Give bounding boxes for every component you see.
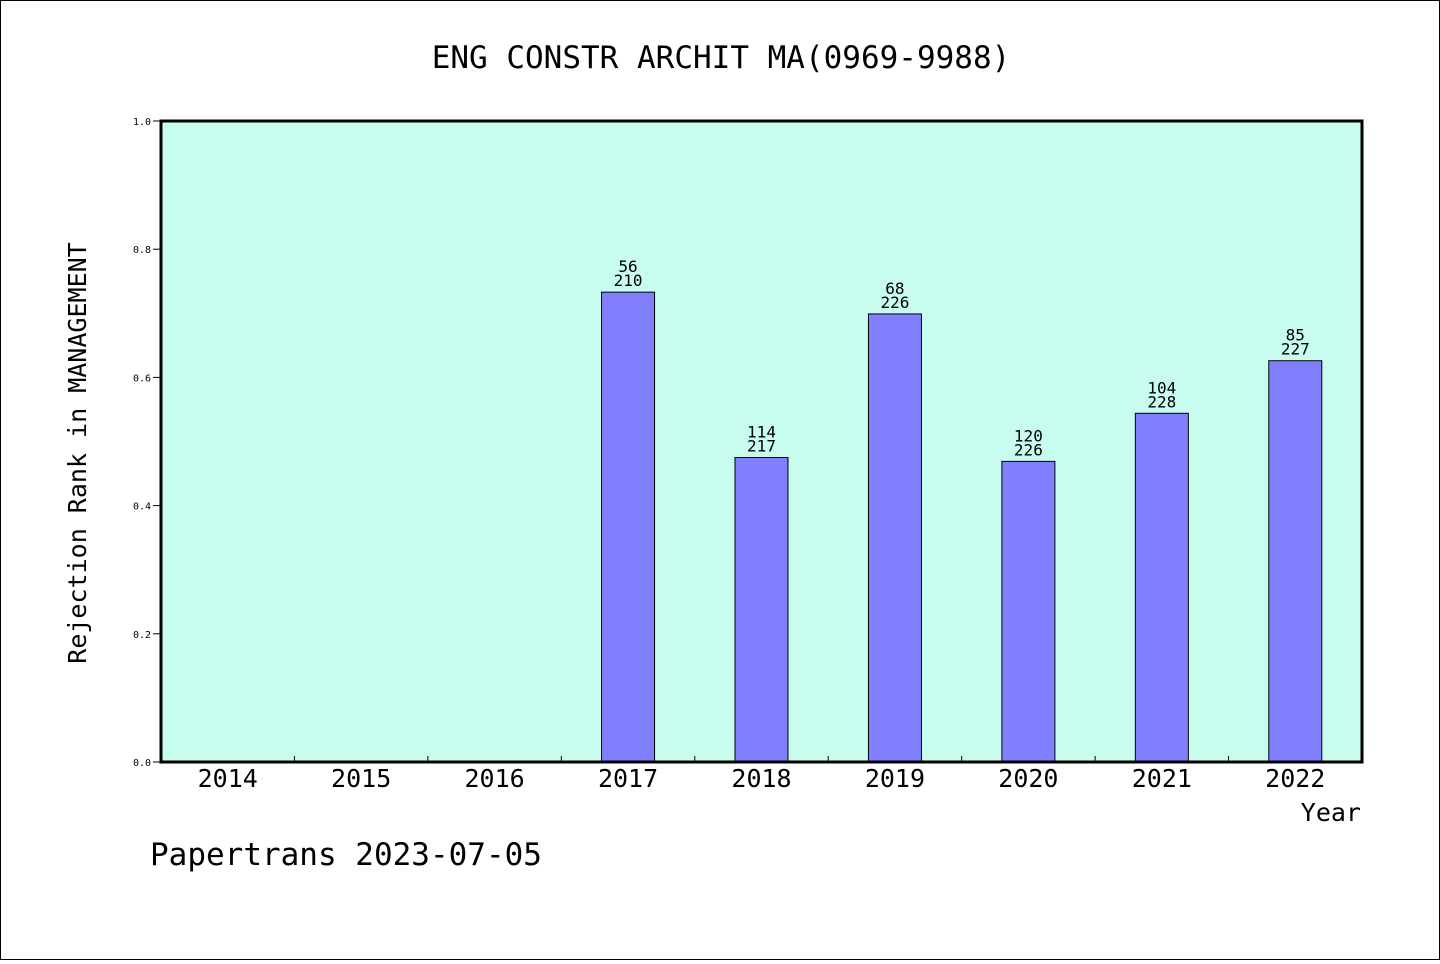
- bar-2020: [1001, 460, 1056, 763]
- bar-label-top: 85: [1286, 326, 1305, 345]
- bar-label-bottom: 217: [747, 437, 776, 456]
- bar-2017: [601, 291, 656, 763]
- bar-2018: [734, 457, 789, 763]
- y-tick-label: 0.8: [133, 245, 151, 256]
- bar-2021: [1134, 412, 1189, 763]
- y-tick-label: 0.2: [133, 630, 151, 641]
- y-axis-label: Rejection Rank in MANAGEMENT: [63, 242, 92, 663]
- x-tick-label: 2022: [1265, 764, 1325, 793]
- x-axis-label: Year: [1301, 798, 1361, 827]
- bar-label-bottom: 226: [1014, 440, 1043, 459]
- x-tick-label: 2019: [865, 764, 925, 793]
- y-axis: 0.0 0.2 0.4 0.6 0.8 1.0: [133, 117, 161, 769]
- y-tick-label: 1.0: [133, 117, 151, 128]
- bar-label-bottom: 228: [1147, 392, 1176, 411]
- bar-label-bottom: 227: [1281, 340, 1310, 359]
- bar-label-top: 68: [885, 279, 904, 298]
- x-tick-label: 2018: [731, 764, 791, 793]
- bar-label-top: 114: [747, 423, 776, 442]
- x-tick-label: 2015: [331, 764, 391, 793]
- bar-label-bottom: 226: [880, 293, 909, 312]
- x-tick-label: 2020: [998, 764, 1058, 793]
- x-tick-label: 2014: [198, 764, 258, 793]
- y-tick-label: 0.0: [133, 758, 151, 769]
- x-tick-label: 2021: [1132, 764, 1192, 793]
- y-tick-label: 0.6: [133, 373, 151, 384]
- bar-label-top: 104: [1147, 378, 1176, 397]
- x-tick-label: 2017: [598, 764, 658, 793]
- y-tick-label: 0.4: [133, 502, 151, 513]
- bar-label-top: 56: [618, 257, 637, 276]
- x-axis: 2014 2015 2016 2017 2018 2019 2020 2021 2022: [198, 756, 1325, 793]
- bar-label-top: 120: [1014, 426, 1043, 445]
- footer-credit: Papertrans 2023-07-05: [150, 837, 542, 873]
- bar-2022: [1268, 360, 1323, 763]
- plot-border: [159, 119, 1364, 764]
- bar-label-bottom: 210: [614, 271, 643, 290]
- bar-2019: [867, 313, 922, 763]
- bars: [601, 291, 1323, 763]
- chart-title: ENG CONSTR ARCHIT MA(0969-9988): [432, 40, 1011, 76]
- x-tick-label: 2016: [465, 764, 525, 793]
